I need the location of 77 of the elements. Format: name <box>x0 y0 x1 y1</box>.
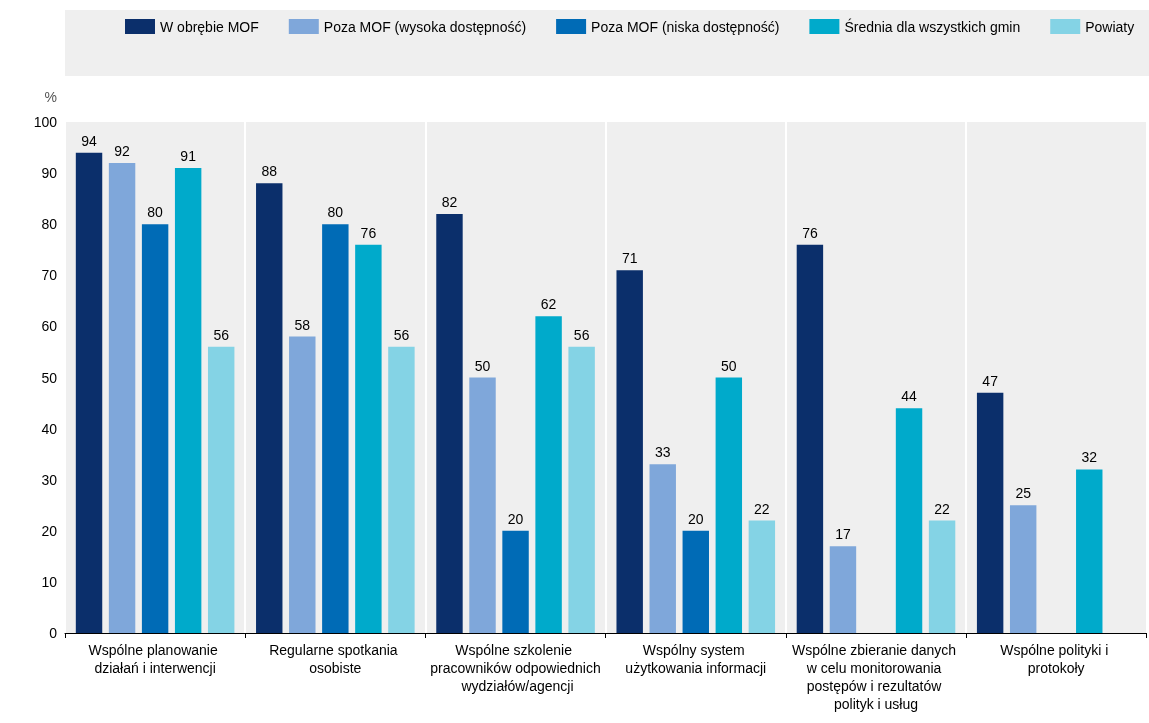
data-label: 71 <box>621 250 638 267</box>
data-label: 32 <box>1081 449 1098 466</box>
bar <box>796 244 824 633</box>
data-label: 56 <box>573 326 590 343</box>
bar <box>976 392 1004 633</box>
bar <box>75 152 103 633</box>
y-tick-label: 60 <box>41 318 58 335</box>
x-tick-label: Regularne spotkania osobiste <box>269 642 402 676</box>
data-label: 25 <box>1015 485 1032 502</box>
y-tick-label: 20 <box>41 522 58 539</box>
bar <box>436 213 463 633</box>
data-label: 82 <box>441 193 458 210</box>
bar <box>256 183 283 633</box>
data-label: 22 <box>934 500 951 517</box>
data-label: 76 <box>802 224 818 241</box>
bar <box>1076 469 1103 633</box>
y-tick-label: 100 <box>33 114 58 130</box>
bar <box>616 270 643 633</box>
x-tick-label: Wspólne szkolenie pracowników odpowiednich wydziałów/agencji <box>430 642 601 694</box>
data-label: 76 <box>360 224 377 241</box>
bar <box>895 408 923 633</box>
y-tick-label: 70 <box>41 267 58 284</box>
y-tick-label: 90 <box>41 165 58 182</box>
data-label: 20 <box>507 510 524 527</box>
data-label: 22 <box>754 500 770 517</box>
data-label: 58 <box>294 316 311 333</box>
y-tick-label: 80 <box>41 216 58 233</box>
bar <box>829 546 857 633</box>
bar <box>289 336 316 633</box>
bar <box>715 377 743 633</box>
legend-label: Poza MOF (wysoka dostępność) <box>323 18 527 35</box>
data-label: 50 <box>721 357 737 374</box>
data-label: 20 <box>687 510 704 527</box>
data-label: 62 <box>540 296 557 313</box>
bar <box>108 162 136 633</box>
data-label: 56 <box>213 326 230 343</box>
bar <box>322 224 349 633</box>
y-tick-label: 0 <box>49 625 58 641</box>
x-tick-label: Wspólne polityki i protokoły <box>1000 642 1113 676</box>
legend-label: Powiaty <box>1085 18 1135 35</box>
data-label: 17 <box>835 526 851 543</box>
data-label: 47 <box>982 372 999 389</box>
bar <box>207 346 235 633</box>
legend-label: Poza MOF (niska dostępność) <box>591 18 780 35</box>
legend-label: W obrębie MOF <box>160 18 259 35</box>
x-tick-label: Wspólne zbieranie danych w celu monitorowania postępów i rezultatów polityk i usług <box>791 642 961 712</box>
bar <box>682 530 709 633</box>
bar <box>355 244 382 633</box>
data-label: 92 <box>114 142 131 159</box>
data-label: 94 <box>81 132 98 149</box>
bar <box>748 520 776 633</box>
data-label: 33 <box>654 444 671 461</box>
data-label: 56 <box>393 326 410 343</box>
bar <box>502 530 529 633</box>
bar <box>928 520 956 633</box>
data-label: 91 <box>180 147 197 164</box>
bar <box>469 377 496 633</box>
bar <box>141 224 169 633</box>
x-tick-label: Wspólne planowanie działań i interwencji <box>88 642 222 676</box>
data-label: 80 <box>327 204 344 221</box>
y-axis-title: % <box>44 89 57 105</box>
x-tick-label: Wspólny system użytkowania informacji <box>625 642 767 676</box>
data-label: 88 <box>261 163 278 180</box>
bar <box>535 316 562 633</box>
data-label: 80 <box>147 204 164 221</box>
y-tick-label: 50 <box>41 369 58 386</box>
y-tick-label: 30 <box>41 471 58 488</box>
bar <box>568 346 595 633</box>
y-tick-label: 10 <box>41 573 58 590</box>
data-label: 44 <box>901 388 918 405</box>
legend-label: Średnia dla wszystkich gmin <box>844 17 1021 35</box>
bar <box>649 464 676 633</box>
bar <box>1009 505 1037 633</box>
bar <box>174 167 202 633</box>
data-label: 50 <box>474 357 491 374</box>
y-tick-label: 40 <box>41 420 58 437</box>
bar <box>388 346 415 633</box>
